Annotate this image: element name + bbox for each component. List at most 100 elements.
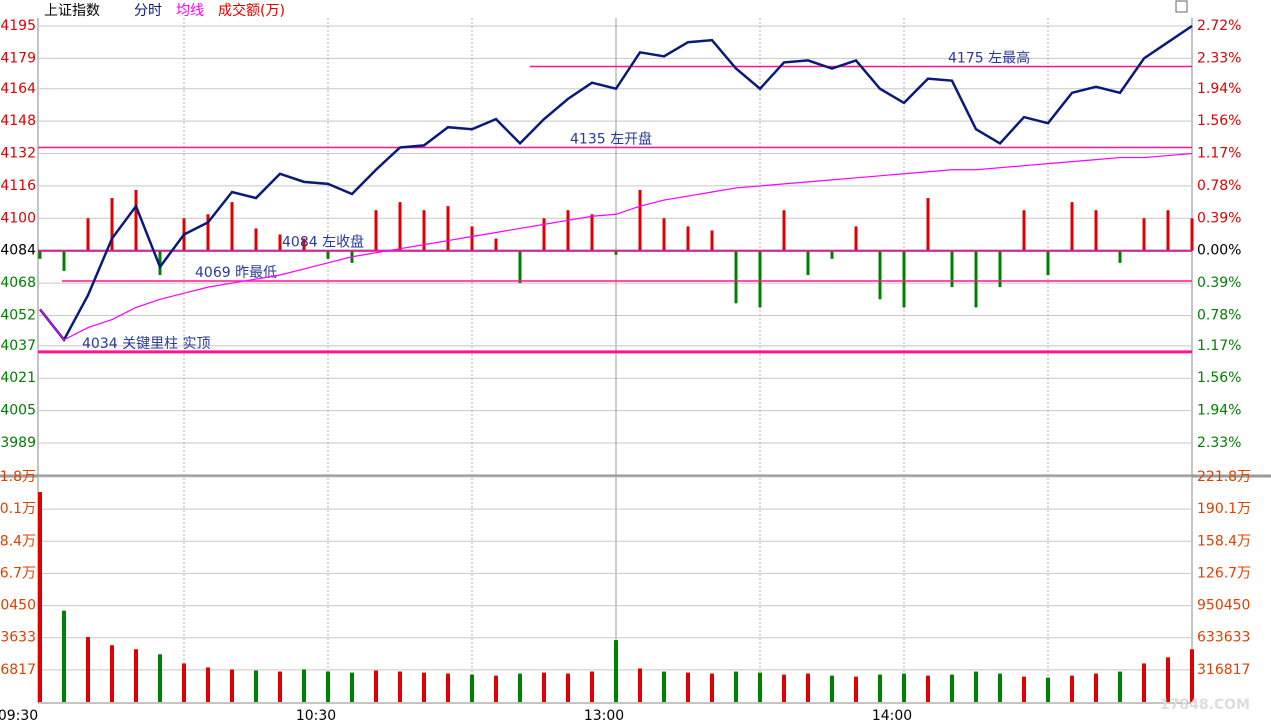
y-tick-label: 4195 [0, 18, 36, 34]
x-tick-label: 14:00 [872, 708, 912, 724]
volume-bar [254, 670, 258, 702]
breadth-bar [518, 250, 522, 284]
y2-tick-label: 1.17% [1197, 338, 1241, 354]
breadth-bar [278, 234, 282, 251]
annotation-label: 4034 关键里柱 实顶 [82, 336, 211, 352]
breadth-bar [62, 250, 66, 271]
breadth-bar [326, 250, 330, 259]
breadth-bar [1166, 210, 1170, 251]
volume-tick-label-right: 316817 [1197, 662, 1250, 678]
annotation-label: 4069 昨最低 [195, 265, 277, 281]
volume-bar [782, 674, 786, 702]
volume-bar [86, 637, 90, 702]
y-tick-label: 4132 [0, 146, 36, 162]
volume-bar [326, 671, 330, 702]
breadth-bar [734, 250, 738, 304]
average-line [39, 152, 1193, 341]
y2-tick-label: 2.33% [1197, 435, 1241, 451]
volume-bar [830, 675, 834, 702]
y-tick-label: 4005 [0, 403, 36, 419]
breadth-bar [566, 210, 570, 251]
volume-bar [62, 610, 66, 702]
volume-bar [134, 649, 138, 702]
breadth-bar [1070, 202, 1074, 251]
breadth-bar [686, 226, 690, 251]
volume-bar [1094, 673, 1098, 702]
volume-bar [662, 671, 666, 702]
volume-bar [1046, 677, 1050, 702]
volume-bar [590, 671, 594, 702]
breadth-bar [926, 198, 930, 251]
y2-tick-label: 1.17% [1197, 146, 1241, 162]
annotation-label: 4084 左收盘 [282, 234, 364, 251]
volume-tick-label: 950450 [0, 598, 36, 614]
volume-tick-label-right: 158.4万 [1197, 533, 1251, 549]
volume-tick-label: 221.8万 [0, 469, 36, 485]
legend-volume: 成交额(万) [218, 2, 285, 19]
volume-bar [734, 671, 738, 702]
volume-bar [110, 645, 114, 702]
breadth-bar [158, 250, 162, 275]
volume-tick-label: 316817 [0, 662, 36, 678]
volume-bar [614, 640, 618, 702]
breadth-bar [134, 189, 138, 251]
breadth-bar [86, 218, 90, 251]
breadth-bar [302, 238, 306, 251]
y-tick-label: 4164 [0, 81, 36, 97]
breadth-bar [638, 189, 642, 251]
volume-bar [278, 671, 282, 702]
volume-bar [182, 663, 186, 702]
watermark: 17848.COM [1160, 697, 1250, 713]
breadth-bar [470, 226, 474, 251]
y2-tick-label: 2.72% [1197, 18, 1241, 34]
volume-bar [1022, 676, 1026, 702]
price-line [39, 24, 1193, 343]
breadth-bar [398, 202, 402, 251]
breadth-bar [662, 218, 666, 251]
breadth-bar [542, 218, 546, 251]
volume-bar [542, 672, 546, 702]
annotation-label: 4175 左最高 [948, 49, 1030, 66]
y-tick-label: 4021 [0, 370, 36, 386]
breadth-bar [446, 206, 450, 251]
y-tick-label: 4084 [0, 243, 36, 259]
volume-bar [350, 672, 354, 702]
volume-bar [710, 673, 714, 702]
volume-bar [878, 674, 882, 702]
window-icon[interactable] [1175, 0, 1188, 13]
volume-bar [158, 654, 162, 702]
breadth-bar [710, 230, 714, 251]
volume-bar [950, 674, 954, 702]
breadth-bar [614, 250, 618, 255]
volume-bar [1190, 649, 1194, 702]
volume-bar [206, 667, 210, 702]
breadth-bar [38, 250, 42, 259]
y-tick-label: 4052 [0, 307, 36, 323]
volume-bar [926, 675, 930, 702]
volume-tick-label-right: 126.7万 [1197, 565, 1251, 581]
y-tick-label: 3989 [0, 435, 36, 451]
volume-tick-label: 633633 [0, 630, 36, 646]
volume-bar [1142, 663, 1146, 702]
y2-tick-label: 0.78% [1197, 307, 1241, 323]
volume-tick-label: 190.1万 [0, 501, 36, 517]
y-tick-label: 4116 [0, 178, 36, 194]
volume-bar [854, 676, 858, 702]
x-tick-label: 13:00 [584, 708, 624, 724]
volume-bar [758, 672, 762, 702]
volume-bar [686, 672, 690, 702]
volume-bar [998, 673, 1002, 702]
volume-bar [494, 675, 498, 702]
volume-bar [398, 671, 402, 702]
annotation-label: 4135 左开盘 [570, 130, 652, 147]
volume-bar [470, 674, 474, 702]
y2-tick-label: 0.00% [1197, 243, 1241, 259]
y-tick-label: 4100 [0, 210, 36, 226]
chart-title: 上证指数 [44, 3, 100, 19]
legend-price: 分时 [134, 3, 162, 19]
breadth-bar [974, 250, 978, 308]
breadth-bar [1094, 210, 1098, 251]
breadth-bar [230, 202, 234, 251]
